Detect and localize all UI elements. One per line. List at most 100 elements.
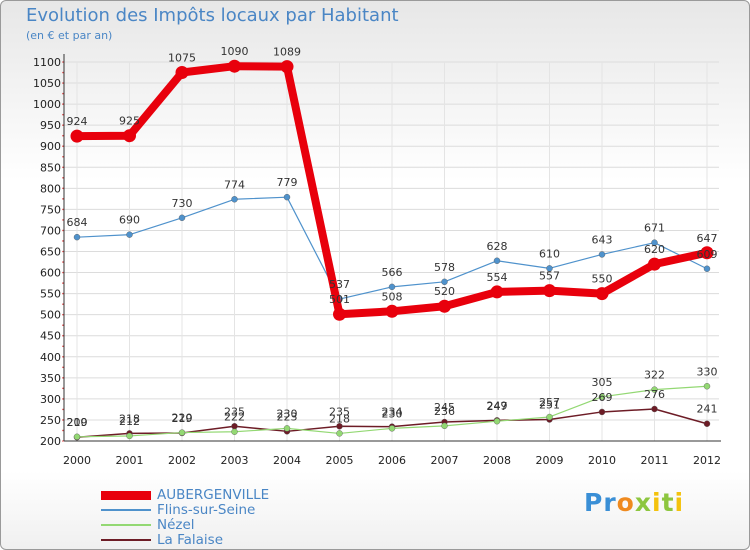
y-minor-tick [62,155,64,158]
y-minor-tick [62,208,64,211]
y-minor-tick [62,282,64,284]
data-label: 257 [539,396,560,409]
data-label: 643 [592,233,613,246]
data-label: 247 [487,400,508,413]
data-label: 1090 [221,45,249,58]
data-label: 520 [434,285,455,298]
data-point [441,278,448,286]
data-label: 218 [119,412,140,425]
grid-lines [64,61,719,442]
data-label: 212 [119,415,140,428]
y-minor-tick [62,408,64,411]
y-minor-tick [62,271,64,274]
data-point [385,304,399,318]
data-point [228,59,241,73]
y-tick-label: 650 [40,246,61,259]
data-label: 557 [539,270,560,283]
data-label: 305 [592,376,613,389]
y-minor-tick [62,261,64,263]
legend-label: AUBERGENVILLE [157,487,270,503]
y-tick-label: 1000 [33,98,61,111]
data-label: 223 [277,410,298,423]
series-lines [70,59,714,441]
y-tick-label: 450 [40,330,61,343]
data-point [231,423,238,430]
legend-label: La Falaise [157,532,223,548]
y-minor-tick [62,440,64,442]
data-point [283,193,291,201]
y-tick-label: 550 [40,288,61,301]
data-point [441,422,448,430]
y-tick-label: 800 [40,182,61,195]
proxiti-logo: Proxiti [584,488,685,517]
data-point [178,429,186,436]
data-label: 210 [67,416,88,429]
data-point [126,231,133,238]
data-point [231,196,238,203]
data-point [651,239,658,246]
data-label: 924 [67,115,88,128]
data-label: 209 [67,416,88,429]
y-minor-tick [62,82,64,84]
data-label: 218 [329,412,350,425]
y-tick-label: 500 [40,309,61,322]
data-label: 671 [644,222,665,235]
data-label: 774 [224,178,245,191]
x-tick-label: 2006 [378,454,406,467]
data-label: 219 [172,412,193,425]
data-point [546,413,553,421]
legend-swatch [101,524,151,526]
y-tick-label: 850 [40,161,61,174]
legend-swatch [101,490,151,500]
y-minor-tick [62,324,64,326]
x-tick-label: 2010 [588,454,616,467]
y-minor-tick [62,377,64,379]
data-point [493,418,501,425]
x-tick-label: 2005 [326,454,354,467]
data-label: 610 [539,247,560,260]
data-point [336,423,343,430]
data-point [703,383,711,390]
y-minor-tick [62,229,64,232]
data-point [700,246,714,260]
data-point [123,129,136,143]
data-label: 554 [487,271,508,284]
x-tick-label: 2001 [116,454,144,467]
y-minor-tick [62,398,64,400]
data-point [543,284,556,298]
y-minor-tick [62,219,64,221]
data-label: 550 [592,273,613,286]
legend-swatch [101,509,151,511]
y-tick-label: 400 [40,351,61,364]
y-minor-tick [62,61,64,63]
legend-swatch [101,539,151,541]
data-label: 537 [329,278,350,291]
data-point [651,386,658,393]
data-label: 501 [329,293,350,306]
x-tick-label: 2004 [273,454,301,467]
data-point [438,299,451,313]
data-label: 230 [277,407,298,420]
y-minor-tick [62,177,64,179]
y-tick-label: 350 [40,372,61,385]
y-minor-tick [62,124,64,126]
y-minor-tick [62,240,64,242]
data-label: 241 [697,403,718,416]
data-label: 620 [644,243,665,256]
data-point [333,307,346,321]
y-minor-tick [62,250,64,253]
y-minor-tick [62,334,64,337]
legend-label: Nézel [157,517,195,533]
data-label: 578 [434,261,455,274]
chart-title: Evolution des Impôts locaux par Habitant [26,5,399,26]
data-label: 235 [329,405,350,418]
data-label: 925 [119,115,140,128]
legend-label: Flins-sur-Seine [157,502,256,518]
y-minor-tick [62,103,64,105]
y-tick-label: 600 [40,267,61,280]
axes: 200 250 300 350 400 450 500 550 600 650 700 750 800 8… [33,54,721,467]
data-point [595,287,609,301]
data-point [651,405,658,413]
data-label: 220 [172,412,193,425]
y-minor-tick [62,303,64,305]
